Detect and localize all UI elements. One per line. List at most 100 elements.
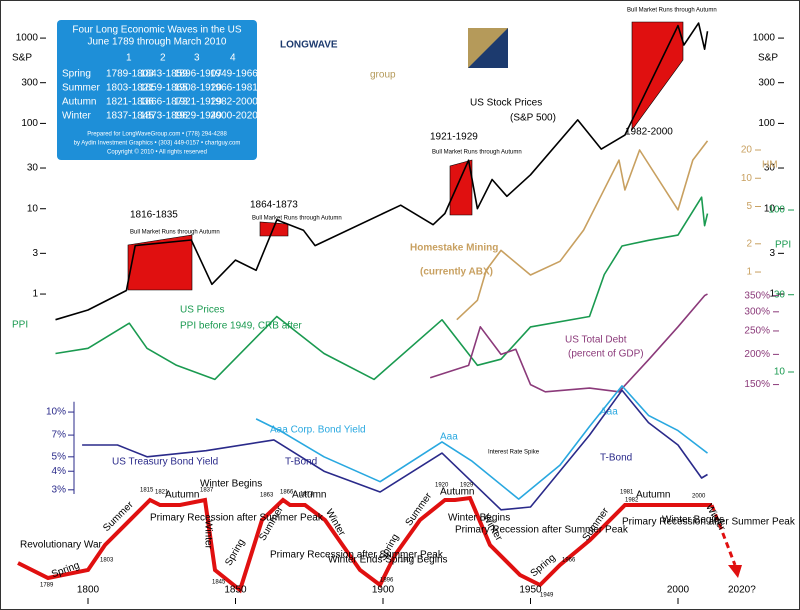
axis-label: S&P (12, 53, 32, 64)
period-label: 1864-1873 (250, 200, 298, 211)
info-title: Four Long Economic Waves in the US (72, 25, 241, 36)
series-label: T-Bond (285, 457, 317, 468)
wave-year: 1981 (620, 490, 634, 496)
table-cell: 1949-1966 (210, 69, 258, 80)
info-box-bg (57, 20, 257, 160)
wave-label: Autumn (636, 490, 670, 501)
bull-note: Bull Market Runs through Autumn (627, 8, 717, 14)
period-label: 1921-1929 (430, 132, 478, 143)
table-header: 2 (160, 53, 166, 64)
y-tick-label: 30 (27, 163, 39, 174)
axis-label: PPI (12, 320, 28, 331)
y-tick-label: 300 (758, 77, 775, 88)
series-note: Interest Rate Spike (488, 450, 540, 456)
y-tick-label: 300 (21, 77, 38, 88)
y-tick-label: 350% (744, 290, 770, 301)
wave-label: Winter (202, 520, 213, 550)
y-tick-label: 1000 (753, 33, 776, 44)
table-header: 3 (194, 53, 200, 64)
y-tick-label: 10 (764, 203, 776, 214)
credit: Prepared for LongWaveGroup.com • (778) 2… (87, 132, 227, 138)
series-note: (percent of GDP) (568, 349, 644, 360)
wave-year: 1896 (380, 578, 394, 584)
table-cell: Winter (62, 111, 92, 122)
logo-suffix: group (370, 70, 396, 81)
y-tick-label: 3% (52, 484, 67, 495)
wave-year: 1789 (40, 583, 54, 589)
x-tick-label: 1800 (77, 585, 100, 596)
table-header: 4 (230, 53, 236, 64)
wave-line (17, 495, 712, 594)
wave-year: 1815 (140, 488, 154, 494)
y-tick-label: 2 (746, 238, 752, 249)
y-tick-label: 30 (764, 163, 776, 174)
table-cell: 1873-1896 (140, 111, 188, 122)
wave-year: 1982 (625, 498, 639, 504)
y-tick-label: 100 (768, 205, 785, 216)
table-cell: 1866-1873 (140, 97, 188, 108)
plot-layer (55, 22, 709, 511)
table-cell: 2000-2020? (210, 111, 264, 122)
info-box: Four Long Economic Waves in the US June … (57, 20, 264, 160)
bull-note: Bull Market Runs through Autumn (252, 216, 342, 222)
series-line (55, 22, 709, 321)
table-cell: 1837-1845 (106, 111, 154, 122)
x-tick-label: 2000 (667, 585, 690, 596)
info-subtitle: June 1789 through March 2010 (88, 37, 227, 48)
y-tick-label: 100 (758, 118, 775, 129)
series-label: US Prices (180, 305, 224, 316)
y-tick-label: 3 (32, 248, 38, 259)
axis-label: HM (762, 160, 778, 171)
table-cell: 1803-1821 (106, 83, 154, 94)
y-tick-label: 4% (52, 466, 67, 477)
series-note: Aaa (440, 432, 458, 443)
wave-year: 1821 (155, 490, 169, 496)
table-cell: 1921-1929 (174, 97, 222, 108)
series-note: Aaa (600, 407, 618, 418)
wave-arrow (728, 565, 742, 578)
logo: LONGWAVE group (280, 28, 508, 81)
wave-label: Primary Recession after Summer Peak (270, 550, 444, 561)
series-label: US Stock Prices (470, 98, 542, 109)
y-tick-label: 300% (744, 306, 770, 317)
bull-shade (631, 21, 684, 131)
bull-note: Bull Market Runs through Autumn (130, 230, 220, 236)
wave-year: 2000 (692, 494, 706, 500)
table-cell: 1982-2000 (210, 97, 258, 108)
table-cell: 1821-1836 (106, 97, 154, 108)
wave-year: 1845 (212, 580, 226, 586)
bull-shade (259, 221, 289, 237)
table-cell: Summer (62, 83, 100, 94)
logo-icon (468, 28, 508, 68)
y-tick-label: 30 (774, 289, 786, 300)
y-tick-label: 5 (746, 201, 752, 212)
wave-label: Primary Recession after Summer Peak (150, 513, 324, 524)
bull-note: Bull Market Runs through Autumn (432, 150, 522, 156)
y-tick-label: 5% (52, 451, 67, 462)
y-tick-label: 10 (27, 203, 39, 214)
y-tick-label: 10% (46, 407, 66, 418)
table-cell: 1859-1865 (140, 83, 188, 94)
bull-shade (127, 234, 193, 291)
y-tick-label: 250% (744, 326, 770, 337)
series-line (55, 196, 709, 381)
wave-year: 1966 (562, 558, 576, 564)
wave-year: 1920 (435, 483, 449, 489)
table-cell: 1908-1920 (174, 83, 222, 94)
wave-year: 1863 (260, 493, 274, 499)
series-note: US Treasury Bond Yield (112, 457, 218, 468)
wave-label: Winter Begins (662, 515, 724, 526)
table-cell: 1966-1981 (210, 83, 258, 94)
wave-year: 1837 (200, 488, 214, 494)
wave-label: Winter Begins (200, 479, 262, 490)
wave-year: 1907 (400, 558, 414, 564)
y-tick-label: 100 (21, 118, 38, 129)
wave-label: Winter Begins (448, 513, 510, 524)
y-tick-label: 1 (746, 267, 752, 278)
y-tick-label: 1 (769, 289, 775, 300)
y-tick-label: 1 (32, 289, 38, 300)
wave-label: Autumn (292, 490, 326, 501)
series-line (456, 140, 709, 321)
wave-label: Autumn (165, 490, 199, 501)
